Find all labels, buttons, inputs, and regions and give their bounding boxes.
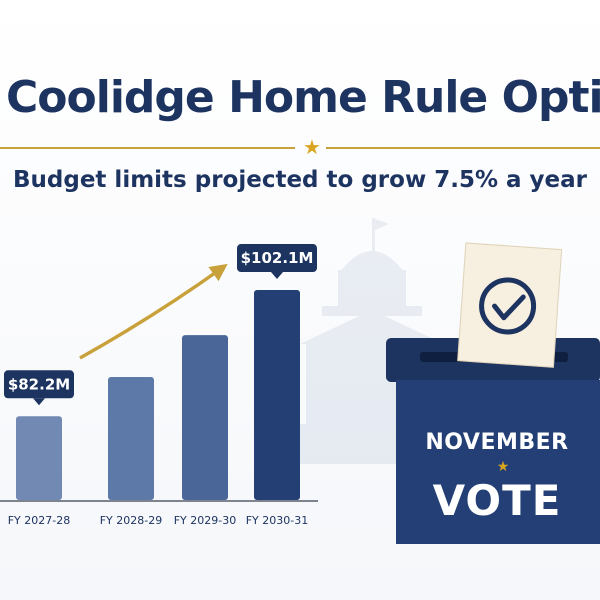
- trend-arrow: [79, 263, 228, 360]
- x-tick-label: FY 2027-28: [8, 514, 71, 527]
- title-divider-right: [326, 147, 600, 149]
- bars-layer: [16, 290, 300, 500]
- data-label-text: $82.2M: [8, 375, 70, 393]
- bar-fy-2030-31: [254, 290, 300, 500]
- bar-fy-2027-28: [16, 416, 62, 500]
- star-icon: ★: [303, 135, 321, 159]
- ballot-box-vote-label: VOTE: [432, 476, 562, 525]
- x-tick-label: FY 2029-30: [174, 514, 237, 527]
- data-label-callout: $82.2M: [4, 370, 74, 406]
- data-labels: $82.2M $102.1M: [4, 244, 317, 406]
- title-divider-left: [0, 147, 295, 149]
- data-label-text: $102.1M: [241, 249, 314, 267]
- ballot-paper: [457, 242, 563, 368]
- x-tick-label: FY 2030-31: [246, 514, 309, 527]
- data-label-callout: $102.1M: [237, 244, 317, 280]
- x-tick-labels: FY 2027-28 FY 2028-29 FY 2029-30 FY 2030-31: [8, 514, 309, 527]
- page-subtitle: Budget limits projected to grow 7.5% a y…: [13, 167, 587, 193]
- x-tick-label: FY 2028-29: [100, 514, 163, 527]
- bar-fy-2029-30: [182, 335, 228, 500]
- bar-fy-2028-29: [108, 376, 154, 500]
- ballot-box-month-label: NOVEMBER: [425, 430, 569, 455]
- checkmark-icon: [479, 277, 537, 335]
- star-icon: ★: [496, 459, 510, 475]
- page-title: Coolidge Home Rule Option: [6, 72, 600, 123]
- ballot-box-body: [396, 380, 600, 544]
